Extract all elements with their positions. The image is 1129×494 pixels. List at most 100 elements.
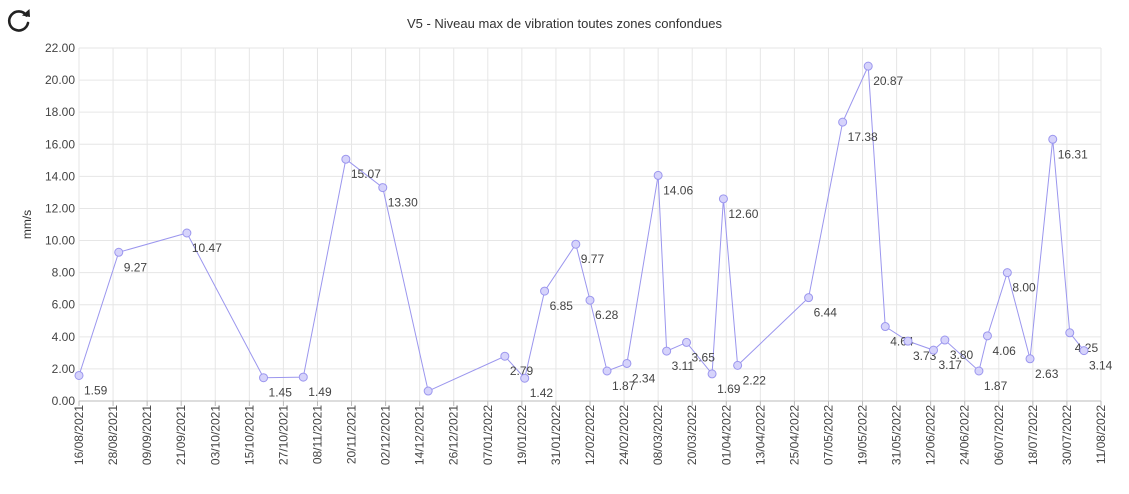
data-label: 4.06 [992, 344, 1016, 358]
data-point [341, 154, 351, 164]
x-tick-label: 07/05/2022 [821, 405, 835, 465]
data-point [1048, 134, 1058, 144]
x-tick-label: 14/12/2021 [413, 405, 427, 465]
y-tick-label: 10.00 [45, 234, 75, 248]
x-tick-label: 13/04/2022 [753, 405, 767, 465]
data-label: 20.87 [873, 74, 903, 88]
y-tick-label: 2.00 [52, 362, 76, 376]
data-point [707, 369, 717, 379]
x-tick-label: 26/12/2021 [447, 405, 461, 465]
y-tick-label: 16.00 [45, 137, 75, 151]
y-tick-label: 4.00 [52, 330, 76, 344]
data-label: 12.60 [728, 207, 758, 221]
data-label: 9.77 [581, 252, 605, 266]
y-tick-label: 18.00 [45, 105, 75, 119]
y-tick-label: 14.00 [45, 169, 75, 183]
data-point [540, 286, 550, 296]
data-point [662, 346, 672, 356]
x-tick-label: 25/04/2022 [787, 405, 801, 465]
y-axis-label: mm/s [20, 210, 34, 239]
data-label: 1.69 [717, 382, 741, 396]
data-point [114, 247, 124, 257]
y-tick-label: 20.00 [45, 73, 75, 87]
data-label: 3.65 [692, 350, 716, 364]
data-label: 8.00 [1012, 281, 1036, 295]
data-label: 6.28 [595, 308, 619, 322]
data-label: 2.34 [632, 371, 656, 385]
x-tick-label: 31/05/2022 [890, 405, 904, 465]
data-label: 1.87 [612, 379, 636, 393]
y-tick-label: 0.00 [52, 394, 76, 408]
data-label: 9.27 [124, 260, 148, 274]
data-point [259, 373, 269, 383]
data-point [929, 345, 939, 355]
data-label: 6.44 [814, 306, 838, 320]
chart-title: V5 - Niveau max de vibration toutes zone… [406, 16, 723, 31]
x-tick-label: 15/10/2021 [242, 405, 256, 465]
data-point [520, 373, 530, 383]
data-point [974, 366, 984, 376]
x-tick-label: 08/11/2021 [310, 405, 324, 464]
refresh-icon[interactable] [4, 6, 34, 36]
data-point [1025, 354, 1035, 364]
data-label: 13.30 [388, 196, 418, 210]
y-tick-label: 12.00 [45, 201, 75, 215]
data-point [423, 386, 433, 396]
x-tick-label: 08/03/2022 [651, 405, 665, 465]
data-point [1002, 268, 1012, 278]
data-point [298, 372, 308, 382]
data-label: 6.85 [550, 299, 574, 313]
data-point [378, 183, 388, 193]
data-label: 3.17 [939, 358, 963, 372]
y-tick-label: 8.00 [52, 266, 76, 280]
data-point [653, 170, 663, 180]
data-label: 1.87 [984, 379, 1008, 393]
data-point [571, 239, 581, 249]
data-point [940, 335, 950, 345]
x-tick-label: 12/02/2022 [583, 405, 597, 465]
data-label: 1.59 [84, 383, 108, 397]
data-point [982, 331, 992, 341]
data-point [682, 337, 692, 347]
data-label: 1.45 [269, 386, 293, 400]
data-point [585, 295, 595, 305]
data-point [500, 351, 510, 361]
data-label: 15.07 [351, 167, 381, 181]
data-point [903, 336, 913, 346]
x-tick-label: 12/06/2022 [924, 405, 938, 465]
x-tick-label: 11/08/2022 [1094, 405, 1108, 464]
data-point [718, 194, 728, 204]
data-label: 2.79 [510, 364, 534, 378]
data-label: 17.38 [848, 130, 878, 144]
data-point [1079, 346, 1089, 356]
x-tick-label: 06/07/2022 [992, 405, 1006, 465]
data-label: 14.06 [663, 183, 693, 197]
x-tick-label: 24/06/2022 [958, 405, 972, 465]
x-tick-label: 09/09/2021 [140, 405, 154, 465]
data-point [863, 61, 873, 71]
x-tick-label: 20/11/2021 [345, 405, 359, 464]
data-label: 3.11 [672, 359, 695, 373]
x-tick-label: 03/10/2021 [208, 405, 222, 465]
x-tick-label: 30/07/2022 [1060, 405, 1074, 465]
data-point [838, 117, 848, 127]
x-tick-label: 02/12/2021 [379, 405, 393, 465]
x-tick-label: 24/02/2022 [617, 405, 631, 465]
x-tick-label: 28/08/2021 [106, 405, 120, 465]
data-point [880, 322, 890, 332]
data-point [804, 293, 814, 303]
y-tick-label: 22.00 [45, 41, 75, 55]
x-tick-label: 01/04/2022 [719, 405, 733, 465]
y-tick-label: 6.00 [52, 298, 76, 312]
data-point [733, 360, 743, 370]
data-label: 16.31 [1058, 147, 1088, 161]
data-label: 2.63 [1035, 367, 1059, 381]
data-point [602, 366, 612, 376]
x-tick-label: 19/05/2022 [856, 405, 870, 465]
series-line [78, 65, 1085, 392]
x-tick-label: 31/01/2022 [549, 405, 563, 465]
x-tick-label: 16/08/2021 [72, 405, 86, 465]
x-tick-label: 21/09/2021 [174, 405, 188, 465]
data-point [74, 370, 84, 380]
